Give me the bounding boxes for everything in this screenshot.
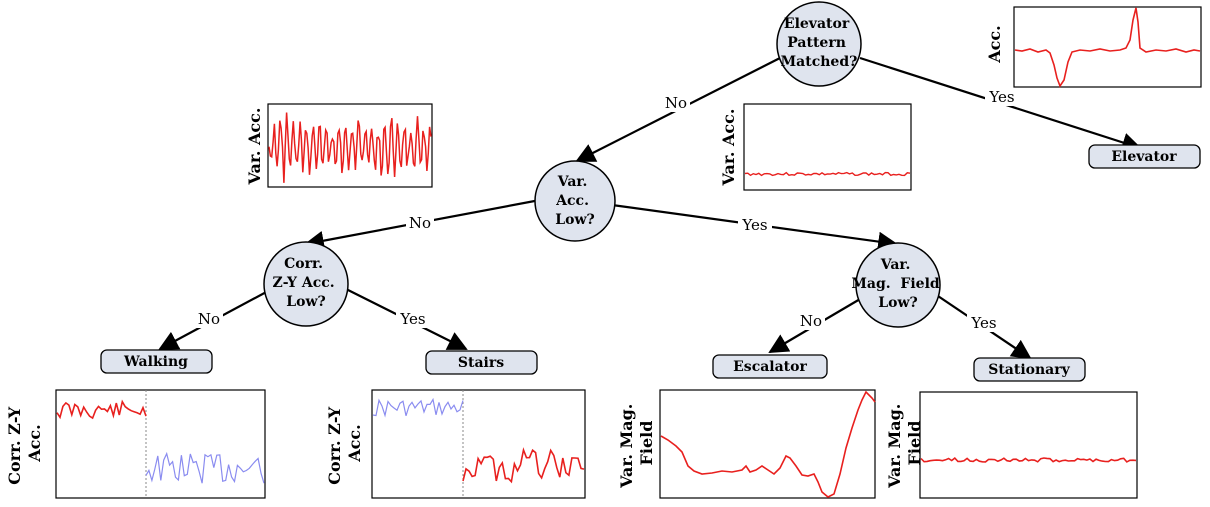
- edge-label-elevator-no: No: [665, 94, 687, 112]
- plot-stairs-corr-ylabel-1: Corr. Z-Y: [325, 406, 344, 485]
- edge-label-corr-yes: Yes: [399, 310, 425, 328]
- plot-escalator-ylabel-2: Field: [637, 421, 656, 466]
- edge-label-elevator-yes: Yes: [988, 88, 1014, 106]
- signal-walking-corr-high: [56, 399, 147, 420]
- node-elevator-line-2: Pattern: [787, 35, 846, 51]
- plot-walking-corr: Corr. Z-Y Acc.: [5, 389, 266, 499]
- node-elevator-line-3: Matched?: [781, 54, 858, 70]
- node-corr-line-3: Low?: [286, 294, 325, 310]
- signal-walking-corr-low: [145, 451, 265, 484]
- svg-text:Var. Mag. Field: Var. Mag. Field: [617, 398, 656, 489]
- node-var-acc-line-1: Var.: [557, 174, 588, 190]
- edge-label-mag-no: No: [800, 312, 822, 330]
- signal-stairs-corr-low: [462, 447, 585, 484]
- node-var-acc-line-2: Acc.: [555, 193, 589, 209]
- signal-stationary-mag: [920, 457, 1137, 463]
- svg-text:Corr. Z-Y Acc.: Corr. Z-Y Acc.: [5, 401, 44, 485]
- edge-label-mag-yes: Yes: [970, 314, 996, 332]
- svg-text:Var. Mag. Field L: Var. Mag. Field Low?: [851, 257, 944, 311]
- node-mag-line-1: Var.: [880, 257, 911, 273]
- edge-label-acc-no: No: [409, 214, 431, 232]
- signal-elevator-acc: [1014, 7, 1201, 88]
- plot-elevator-ylabel: Acc.: [985, 25, 1004, 63]
- decision-node-mag: Var. Mag. Field Low?: [851, 242, 944, 328]
- plot-stationary-mag: Var. Mag. Field: [885, 391, 1138, 499]
- leaf-walking: Walking: [100, 349, 213, 374]
- decision-node-var-acc: Var. Acc. Low?: [534, 160, 616, 242]
- plot-escalator-mag: Var. Mag. Field: [617, 389, 876, 499]
- svg-text:Elevator Pattern M: Elevator Pattern Matched?: [781, 16, 858, 70]
- plot-walking-corr-ylabel-1: Corr. Z-Y: [5, 406, 24, 485]
- node-mag-line-3: Low?: [878, 295, 917, 311]
- svg-text:Var. Mag. Field: Var. Mag. Field: [885, 398, 924, 489]
- plot-escalator-ylabel-1: Var. Mag.: [617, 404, 636, 489]
- plot-walking-var-acc: Var. Acc.: [245, 103, 433, 188]
- leaf-stationary-label: Stationary: [988, 362, 1070, 378]
- node-elevator-line-1: Elevator: [784, 16, 850, 32]
- plot-stationary-var-ylabel: Var. Acc.: [719, 109, 738, 187]
- leaf-stationary: Stationary: [973, 357, 1086, 382]
- node-var-acc-line-3: Low?: [555, 212, 594, 228]
- svg-text:Corr. Z-Y Acc.: Corr. Z-Y Acc.: [325, 401, 364, 485]
- plot-walking-corr-ylabel-2: Acc.: [25, 424, 44, 462]
- edge-label-acc-yes: Yes: [741, 216, 767, 234]
- leaf-walking-label: Walking: [123, 354, 188, 370]
- node-corr-line-1: Corr.: [284, 256, 323, 272]
- plot-stairs-corr: Corr. Z-Y Acc.: [325, 389, 586, 499]
- plot-walking-var-ylabel: Var. Acc.: [245, 108, 264, 186]
- leaf-stairs: Stairs: [425, 350, 538, 375]
- plot-elevator-acc: Acc.: [985, 6, 1202, 88]
- svg-text:Var. Acc. Low?: Var. Acc. Low?: [555, 174, 595, 228]
- plot-stairs-corr-ylabel-2: Acc.: [345, 424, 364, 462]
- node-mag-line-2: Mag. Field: [851, 276, 939, 292]
- leaf-escalator: Escalator: [712, 354, 828, 379]
- signal-stairs-corr-high: [372, 397, 464, 418]
- signal-walking-var-acc: [268, 112, 432, 183]
- plot-stationary-mag-ylabel-1: Var. Mag.: [885, 404, 904, 489]
- edge-label-corr-no: No: [198, 310, 220, 328]
- signal-escalator-mag: [660, 390, 876, 498]
- leaf-elevator-label: Elevator: [1111, 149, 1177, 165]
- svg-text:Corr. Z-Y Acc. Low: Corr. Z-Y Acc. Low?: [272, 256, 339, 310]
- signal-stationary-var-acc: [744, 171, 911, 177]
- plot-stationary-mag-ylabel-2: Field: [905, 421, 924, 466]
- node-corr-line-2: Z-Y Acc.: [272, 275, 334, 291]
- edge-labels: No Yes No Yes No Yes No Yes: [195, 88, 1019, 332]
- decision-node-elevator: Elevator Pattern Matched?: [776, 1, 862, 87]
- leaf-elevator: Elevator: [1088, 144, 1201, 169]
- leaf-escalator-label: Escalator: [733, 359, 807, 375]
- decision-node-corr: Corr. Z-Y Acc. Low?: [263, 241, 349, 327]
- plot-stationary-var-acc: Var. Acc.: [719, 103, 912, 191]
- leaf-stairs-label: Stairs: [458, 355, 504, 371]
